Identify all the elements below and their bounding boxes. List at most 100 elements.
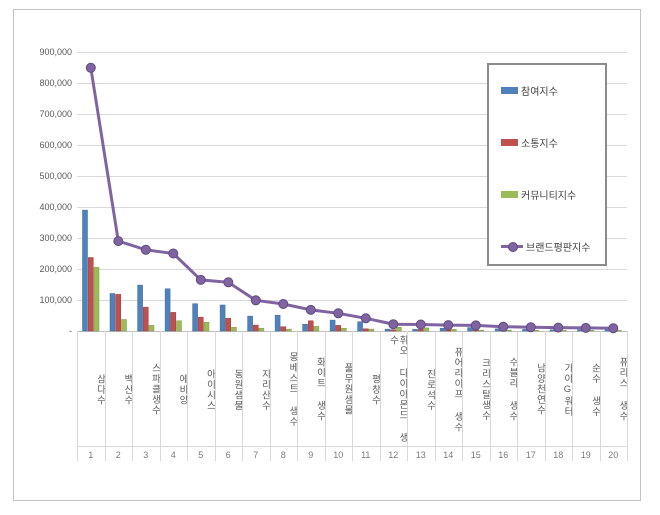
legend-swatch-community-icon	[501, 190, 518, 198]
rank-number: 13	[415, 450, 426, 460]
marker-brand-reputation-rank15	[470, 320, 481, 331]
marker-brand-reputation-rank13	[415, 319, 426, 330]
rank-number: 11	[361, 450, 371, 460]
marker-brand-reputation-rank19	[580, 322, 591, 333]
bar-communication-rank7	[253, 324, 259, 332]
bar-participation-rank11	[357, 321, 363, 332]
bar-community-rank6	[231, 327, 237, 332]
rank-number: 17	[525, 450, 536, 460]
bar-community-rank14	[451, 329, 457, 332]
rank-number: 1	[88, 450, 94, 460]
bar-community-rank11	[368, 328, 375, 332]
bar-participation-rank13	[412, 329, 418, 332]
bar-communication-rank12	[390, 329, 397, 332]
marker-brand-reputation-rank8	[278, 299, 289, 309]
category-label: 평창수	[369, 373, 380, 406]
marker-brand-reputation-rank1	[85, 62, 96, 73]
bar-participation-rank1	[82, 209, 88, 332]
bar-participation-rank8	[274, 314, 281, 332]
category-label: 풀무원샘물	[342, 363, 352, 416]
marker-brand-reputation-rank18	[553, 322, 564, 333]
category-divider	[572, 331, 573, 461]
legend-label: 소통지수	[521, 138, 558, 150]
category-label: 크리스탈생수	[479, 358, 490, 421]
legend-label: 브랜드평판지수	[526, 242, 591, 254]
y-gridline	[77, 83, 627, 84]
category-divider	[187, 331, 188, 461]
bar-communication-rank6	[225, 318, 232, 332]
legend-swatch-participation-icon	[501, 86, 518, 94]
category-divider	[159, 331, 161, 461]
category-label: 퓨리스 생수	[617, 357, 627, 422]
rank-number: 5	[198, 450, 204, 460]
bar-communication-rank8	[280, 326, 287, 332]
bar-community-rank2	[121, 319, 127, 332]
bar-participation-rank5	[192, 303, 198, 332]
category-divider	[242, 331, 243, 461]
category-label: 남양천연수	[534, 363, 545, 416]
y-gridline	[77, 114, 627, 115]
category-divider	[132, 331, 133, 461]
category-divider	[544, 331, 546, 461]
category-label: 지리산수	[259, 368, 270, 411]
category-divider	[77, 331, 78, 461]
category-divider	[489, 331, 491, 461]
bar-participation-rank2	[109, 293, 116, 332]
rank-number: 14	[443, 450, 454, 460]
bar-participation-rank9	[302, 323, 308, 332]
rank-number: 15	[470, 450, 481, 460]
category-divider	[104, 331, 106, 461]
bar-communication-rank4	[170, 312, 177, 332]
bar-community-rank5	[203, 322, 210, 332]
legend-swatch-communication-icon	[501, 138, 518, 146]
y-axis-tick-label: 100,000	[39, 295, 72, 305]
bar-community-rank10	[341, 327, 347, 332]
bar-communication-rank3	[143, 306, 149, 332]
category-divider	[627, 331, 628, 461]
category-label: 스파클생수	[149, 363, 160, 416]
legend-item-communication: 소통지수	[501, 135, 558, 150]
legend-item-participation: 참여지수	[501, 83, 558, 98]
y-axis-tick-label: 600,000	[39, 140, 72, 150]
bar-participation-rank10	[329, 319, 336, 332]
rank-number: 4	[170, 450, 176, 460]
category-label: 수블리 생수	[507, 357, 517, 422]
y-axis-tick-label: 400,000	[39, 202, 72, 212]
rank-number: 20	[608, 450, 619, 460]
bar-community-rank13	[423, 327, 430, 332]
legend-label: 커뮤니티지수	[521, 190, 577, 202]
bar-communication-rank1	[88, 257, 94, 332]
rank-number: 8	[280, 450, 286, 460]
category-divider	[352, 331, 353, 461]
category-label: 몽베스트 생수	[287, 352, 297, 427]
rank-number: 12	[388, 450, 399, 460]
category-divider	[599, 331, 601, 461]
rank-number: 2	[115, 450, 121, 460]
category-divider	[269, 331, 271, 461]
category-label: 삼다수	[94, 373, 105, 406]
rank-number: 18	[553, 450, 564, 460]
marker-brand-reputation-rank10	[333, 308, 344, 319]
bar-community-rank16	[506, 329, 512, 332]
bar-community-rank3	[148, 325, 155, 332]
bar-communication-rank11	[363, 328, 369, 332]
y-axis-tick-label: 800,000	[39, 78, 72, 88]
marker-brand-reputation-rank17	[525, 322, 536, 333]
bar-community-rank1	[93, 267, 100, 332]
y-gridline	[77, 52, 627, 53]
category-label: 퓨어라이프 생수	[452, 346, 462, 433]
category-label: 진로석수	[424, 368, 435, 411]
marker-brand-reputation-rank11	[360, 313, 371, 324]
legend-swatch-brand-reputation-icon	[501, 241, 523, 252]
y-gridline	[77, 207, 627, 208]
rank-number: 6	[225, 450, 231, 460]
bar-participation-rank7	[247, 315, 253, 332]
category-divider	[407, 331, 408, 461]
legend-label: 참여지수	[521, 86, 558, 98]
category-divider	[324, 331, 326, 461]
bar-communication-rank2	[115, 294, 122, 332]
category-divider	[379, 331, 381, 461]
